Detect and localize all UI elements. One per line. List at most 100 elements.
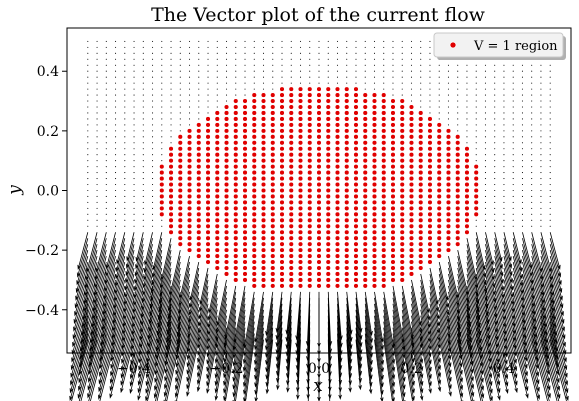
quiver-arrow [186,315,200,368]
region-point [297,110,304,116]
quiver-arrow [142,64,144,66]
region-point [297,128,304,134]
quiver-arrow [290,82,292,84]
quiver-arrow [158,256,172,305]
region-point [334,122,341,128]
quiver-arrow [475,232,486,271]
quiver-arrow [522,261,535,308]
quiver-arrow [141,261,153,304]
region-point [325,169,331,176]
quiver-arrow [549,201,551,203]
quiver-arrow [540,76,542,78]
quiver-arrow [392,333,406,401]
region-point [464,199,470,206]
region-point [251,134,258,140]
quiver-arrow [69,333,89,401]
quiver-arrow [373,88,376,90]
quiver-arrow [346,70,348,72]
region-point [408,241,415,247]
quiver-arrow [494,225,496,227]
region-point [371,128,378,134]
quiver-arrow [494,76,496,78]
region-point [334,86,341,92]
region-point [417,265,424,271]
region-point [288,283,295,289]
quiver-arrow [175,321,190,383]
quiver-arrow [133,178,135,180]
quiver-arrow [140,273,153,319]
quiver-arrow [484,195,487,198]
region-point [380,253,387,259]
region-point [371,187,378,194]
region-point [196,181,202,188]
quiver-arrow [318,76,320,78]
quiver-arrow [475,160,477,162]
region-point [260,277,267,283]
quiver-arrow [540,106,542,108]
quiver-arrow [299,64,302,66]
region-point [371,229,378,235]
region-point [297,223,304,230]
region-point [408,223,415,230]
quiver-arrow [244,58,246,60]
quiver-arrow [475,112,477,114]
quiver-arrow [275,291,283,333]
quiver-arrow [466,118,468,120]
quiver-arrow [116,232,126,265]
region-point [242,187,248,194]
quiver-arrow [253,88,255,90]
region-point [390,223,396,230]
quiver-arrow [466,142,468,144]
region-point [325,175,331,182]
quiver-arrow [457,261,470,312]
quiver-arrow [132,279,144,321]
quiver-arrow [484,201,487,203]
quiver-arrow [373,46,376,48]
quiver-arrow [142,154,144,156]
region-point [316,271,322,277]
quiver-arrow [142,124,144,126]
quiver-arrow [187,297,200,346]
region-point [242,211,248,218]
quiver-arrow [475,267,489,317]
quiver-arrow [161,136,163,138]
quiver-arrow [105,154,107,156]
quiver-arrow [540,315,560,384]
quiver-arrow [281,70,283,72]
region-point [445,247,452,253]
quiver-arrow [540,70,542,72]
region-point [279,235,285,241]
quiver-arrow [299,76,302,78]
quiver-arrow [475,142,477,144]
quiver-arrow [392,58,394,60]
quiver-arrow [401,70,403,72]
region-point [353,104,359,110]
region-point [205,211,211,218]
region-point [353,169,359,176]
quiver-arrow [522,303,539,362]
quiver-arrow [161,64,163,66]
region-point [362,175,368,182]
region-point [464,163,470,170]
quiver-arrow [457,118,459,120]
quiver-arrow [152,232,163,271]
quiver-arrow [429,58,431,60]
quiver-arrow [475,118,477,120]
quiver-arrow [115,195,117,198]
region-point [223,223,230,230]
region-point [196,169,202,176]
region-point [316,110,322,116]
quiver-arrow [494,124,496,126]
quiver-arrow [92,261,107,313]
quiver-arrow [420,40,422,42]
region-point [408,211,415,218]
quiver-arrow [198,100,200,102]
region-point [390,98,396,104]
region-point [260,146,267,152]
region-point [353,175,359,182]
region-point [223,134,230,140]
quiver-arrow [317,291,321,348]
quiver-arrow [503,232,512,262]
quiver-arrow [142,88,144,90]
quiver-arrow [457,94,459,96]
